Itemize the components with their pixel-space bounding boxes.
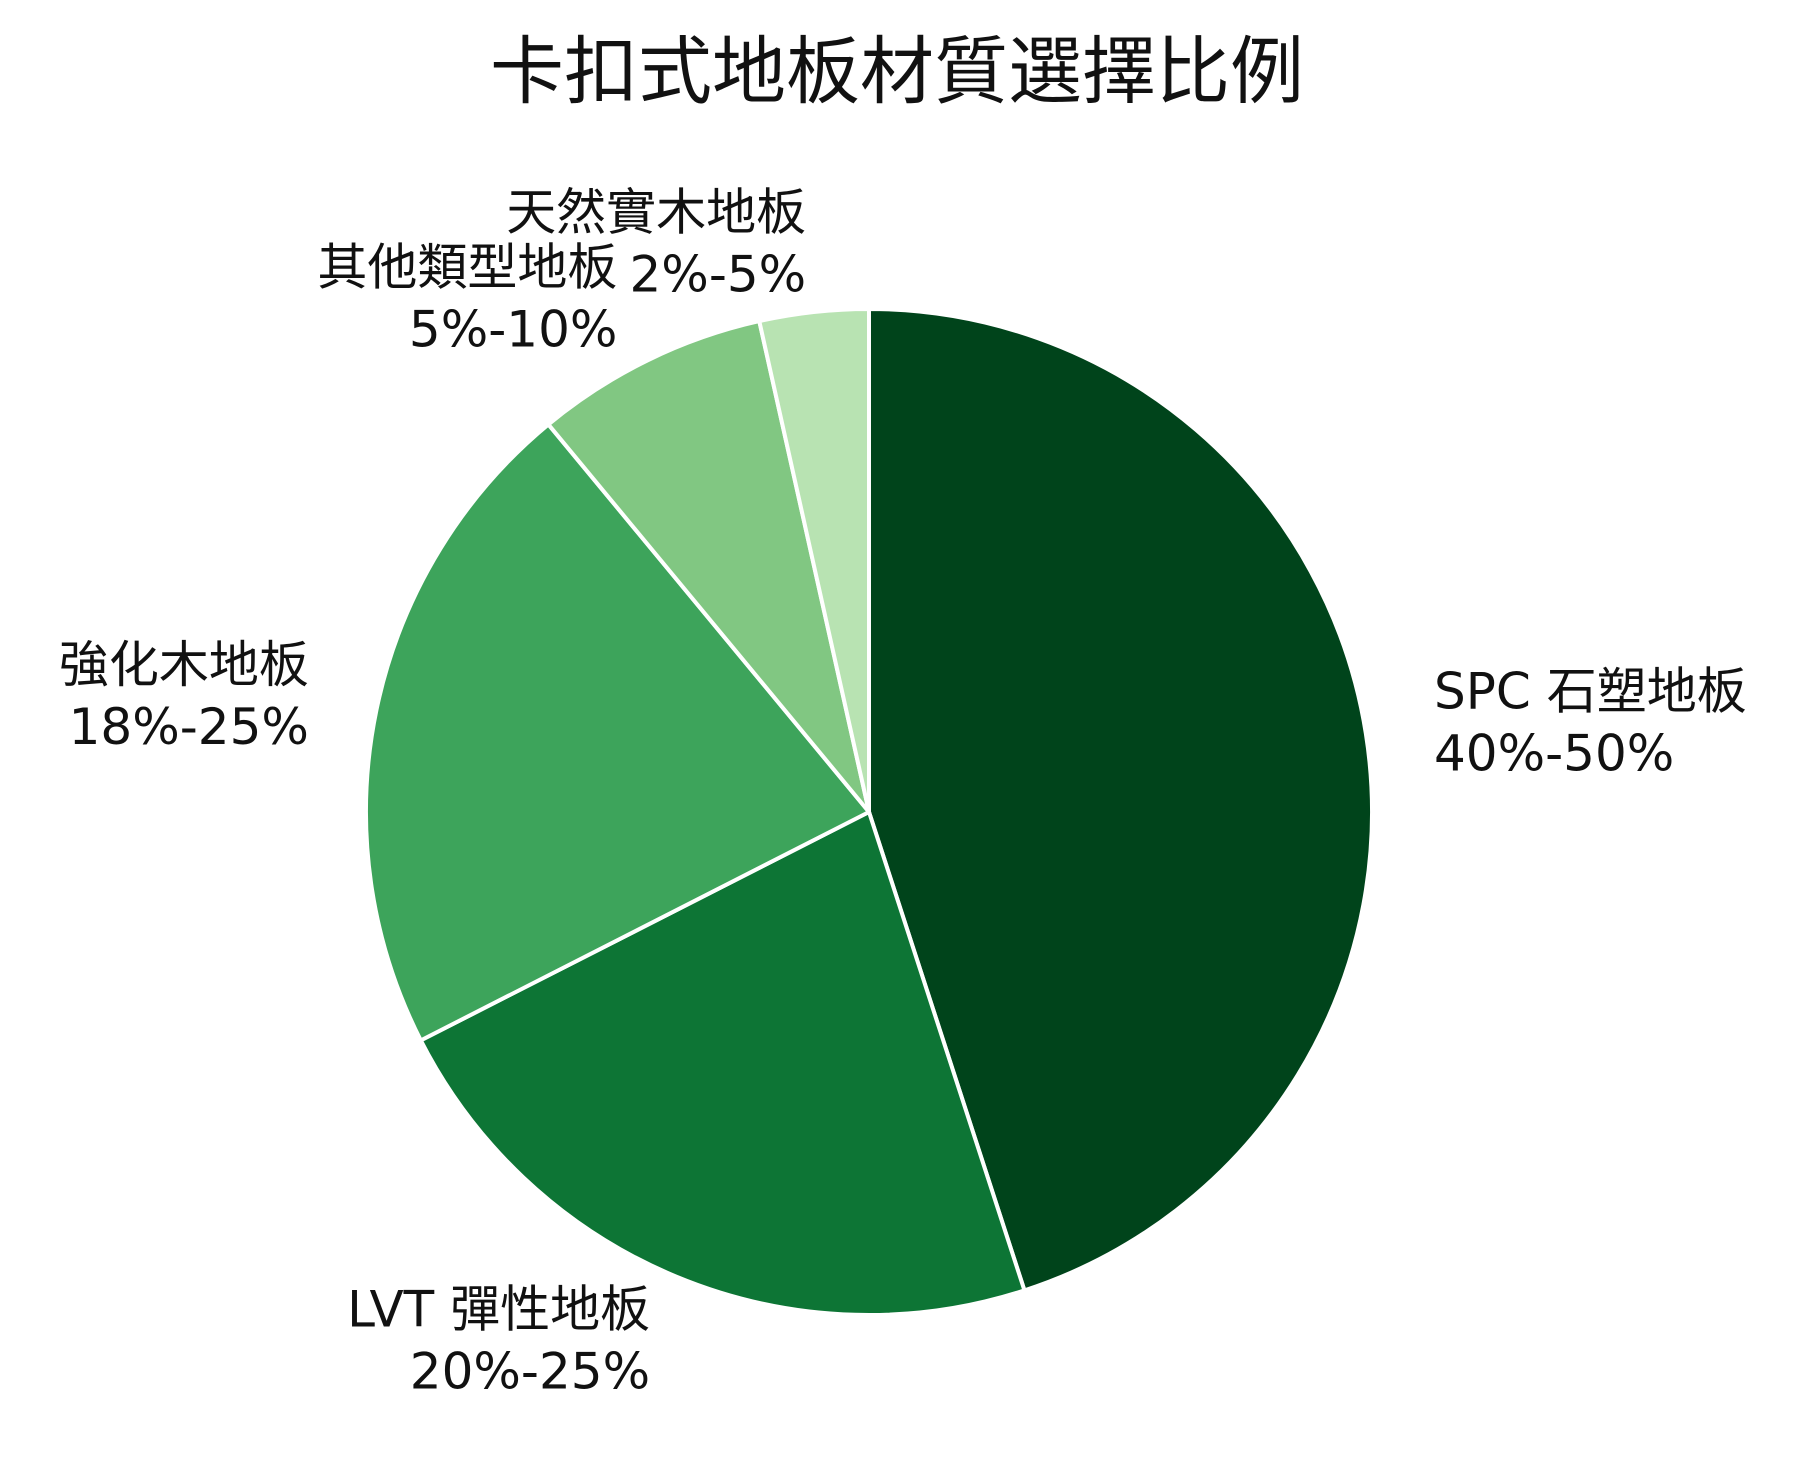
pie-slice-3 <box>364 422 871 1043</box>
pie-label-name-5: 天然實木地板 <box>506 184 806 242</box>
pie-label-name-1: SPC 石塑地板 <box>1434 663 1747 721</box>
chart-title: 卡扣式地板材質選擇比例 <box>490 29 1304 115</box>
pie-label-3: 強化木地板 18%-25% <box>59 636 309 756</box>
pie-label-value-1: 40%-50% <box>1434 725 1674 783</box>
pie-label-1: SPC 石塑地板 40%-50% <box>1434 663 1747 783</box>
pie-label-name-3: 強化木地板 <box>59 636 309 694</box>
pie-label-value-2: 20%-25% <box>410 1343 650 1401</box>
pie-label-value-5: 2%-5% <box>630 246 807 304</box>
pie-slice-5 <box>757 307 871 814</box>
pie-label-name-4: 其他類型地板 <box>317 238 617 296</box>
pie-label-name-2: LVT 彈性地板 <box>347 1281 650 1339</box>
pie-slice-2 <box>418 810 1027 1317</box>
pie-labels: SPC 石塑地板 40%-50% LVT 彈性地板 20%-25% 強化木地板 18%-2… <box>59 184 1747 1401</box>
pie-label-4: 其他類型地板 5%-10% <box>317 238 617 358</box>
pie-slice-4 <box>546 319 871 814</box>
pie-label-2: LVT 彈性地板 20%-25% <box>347 1281 650 1401</box>
pie-label-value-3: 18%-25% <box>69 698 309 756</box>
pie-label-value-4: 5%-10% <box>409 300 618 358</box>
pie-label-5: 天然實木地板 2%-5% <box>506 184 806 304</box>
pie-slices <box>364 307 1374 1317</box>
pie-slice-1 <box>867 307 1374 1293</box>
